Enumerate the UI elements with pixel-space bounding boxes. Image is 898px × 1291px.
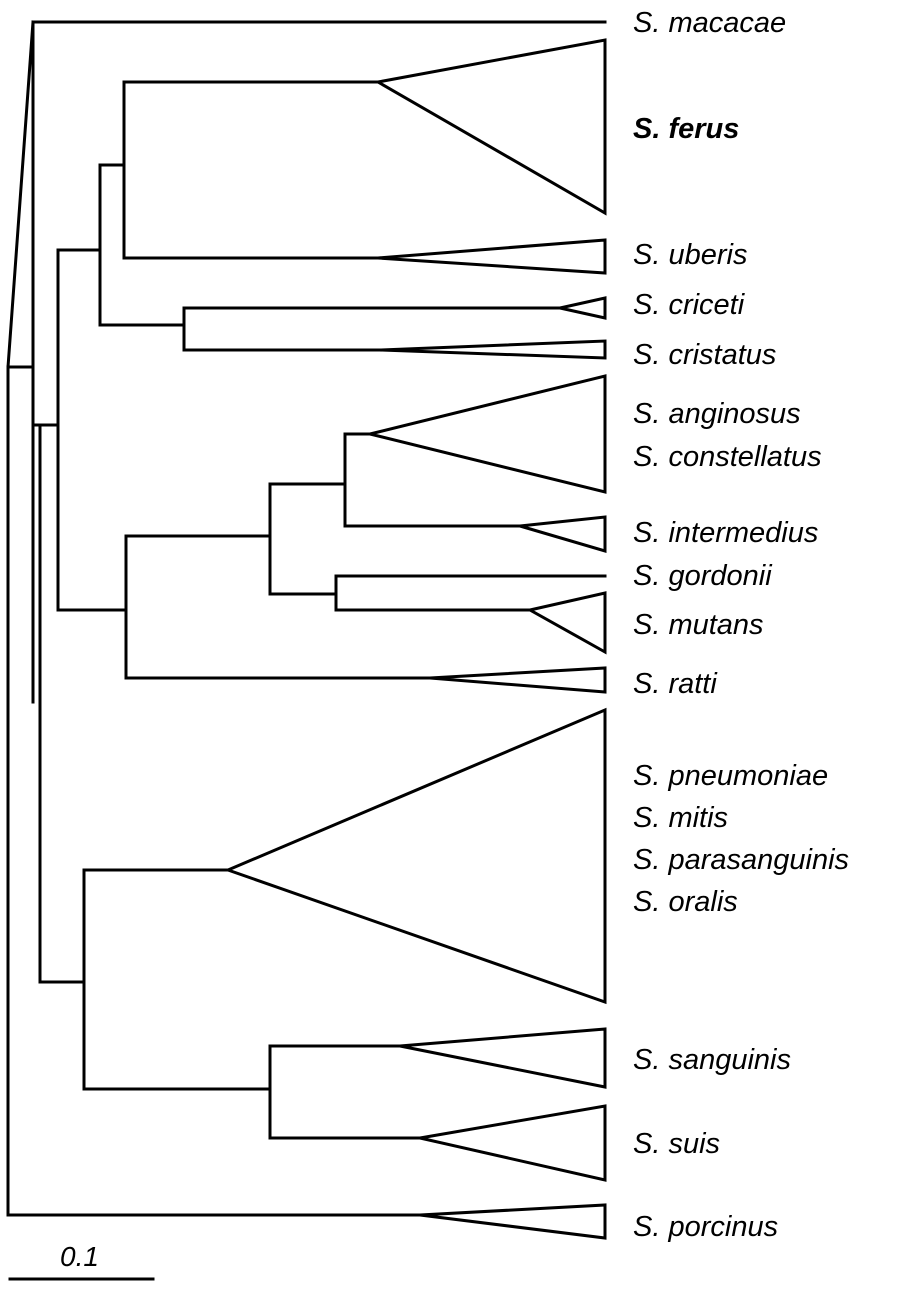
clade-triangle-criceti xyxy=(559,296,607,320)
label-oralis: S. oralis xyxy=(633,886,738,918)
scale-bar-label: 0.1 xyxy=(60,1241,99,1272)
clade-triangle-suis xyxy=(419,1104,607,1182)
label-pneumoniae: S. pneumoniae xyxy=(633,760,828,792)
label-uberis: S. uberis xyxy=(633,239,747,271)
label-cristatus: S. cristatus xyxy=(633,339,776,371)
label-porcinus: S. porcinus xyxy=(633,1211,778,1243)
label-anginosus: S. anginosus xyxy=(633,398,801,430)
label-parasanguinis: S. parasanguinis xyxy=(633,844,849,876)
label-ratti: S. ratti xyxy=(633,668,718,700)
label-suis: S. suis xyxy=(633,1128,720,1160)
clade-triangle-ferus xyxy=(373,38,607,216)
label-intermedius: S. intermedius xyxy=(633,517,818,549)
clade-triangle-porcinus xyxy=(419,1203,607,1240)
clade-triangle-uberis xyxy=(377,238,607,275)
clade-triangle-ratti xyxy=(429,666,607,694)
clade-triangle-intermedius xyxy=(519,515,607,554)
label-criceti: S. criceti xyxy=(633,289,746,321)
label-macacae: S. macacae xyxy=(633,7,786,39)
clade-triangle-pneumoniae-group xyxy=(223,707,607,1005)
label-gordonii: S. gordonii xyxy=(633,560,773,592)
clade-triangle-anginosus-constellatus xyxy=(369,374,607,494)
clade-triangle-cristatus xyxy=(379,339,607,360)
scale-bar: 0.1 xyxy=(8,1241,155,1281)
label-mutans: S. mutans xyxy=(633,609,764,641)
label-ferus: S. ferus xyxy=(633,113,739,145)
clade-triangle-sanguinis xyxy=(399,1027,607,1089)
taxon-labels: S. macacae S. ferus S. uberis S. criceti… xyxy=(633,7,849,1243)
label-constellatus: S. constellatus xyxy=(633,441,822,473)
root-branch xyxy=(6,20,35,1217)
label-mitis: S. mitis xyxy=(633,802,728,834)
label-sanguinis: S. sanguinis xyxy=(633,1044,791,1076)
tree-branches xyxy=(6,20,607,1217)
clade-triangle-mutans xyxy=(525,591,607,655)
collapsed-clades xyxy=(223,38,607,1240)
